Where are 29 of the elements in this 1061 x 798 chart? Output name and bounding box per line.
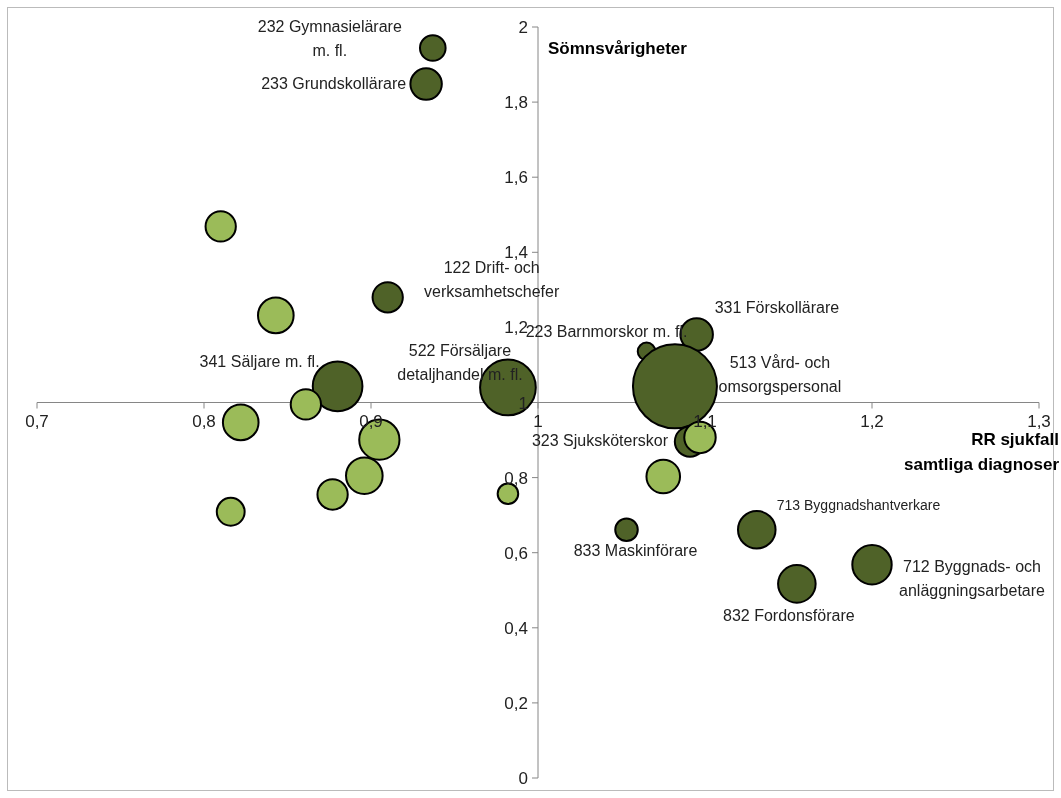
y-tick-label: 2 <box>518 18 528 37</box>
x-tick-label: 0,7 <box>25 411 49 431</box>
y-tick-label: 0 <box>518 769 528 788</box>
annotation: 341 Säljare m. fl. <box>199 352 320 373</box>
y-tick-label: 0,8 <box>504 468 528 488</box>
y-tick-label: 1,8 <box>504 93 528 113</box>
annotation: 513 Vård- och omsorgspersonal <box>718 353 842 398</box>
x-tick-label: 1,1 <box>693 411 717 431</box>
annotation: 331 Förskollärare <box>714 297 840 318</box>
x-axis-title: RR sjukfall samtliga diagnoser <box>904 429 1059 476</box>
y-tick-label: 0,6 <box>504 543 528 563</box>
x-tick-label: 0,9 <box>359 411 383 431</box>
x-tick-label: 0,8 <box>192 411 216 431</box>
annotation: 233 Grundskollärare <box>261 74 407 95</box>
y-axis-title: Sömnsvårigheter <box>548 39 687 59</box>
y-tick-label: 1 <box>518 393 528 413</box>
annotation: 833 Maskinförare <box>573 540 698 561</box>
x-tick-label: 1,3 <box>1027 411 1051 431</box>
annotation: 712 Byggnads- och anläggningsarbetare <box>899 556 1045 601</box>
annotation: 713 Byggnadshantverkare <box>776 495 941 515</box>
annotation: 232 Gymnasielärare m. fl. <box>257 17 402 61</box>
x-tick-label: 1 <box>533 411 543 431</box>
annotation: 323 Sjuksköterskor <box>531 430 668 451</box>
y-tick-label: 0,4 <box>504 618 528 638</box>
x-tick-label: 1,2 <box>860 411 884 431</box>
y-tick-label: 1,6 <box>504 168 528 188</box>
annotation: 832 Fordonsförare <box>723 605 855 626</box>
y-tick-label: 0,2 <box>504 693 528 713</box>
annotation: 522 Försäljare detaljhandel m. fl. <box>397 341 523 386</box>
